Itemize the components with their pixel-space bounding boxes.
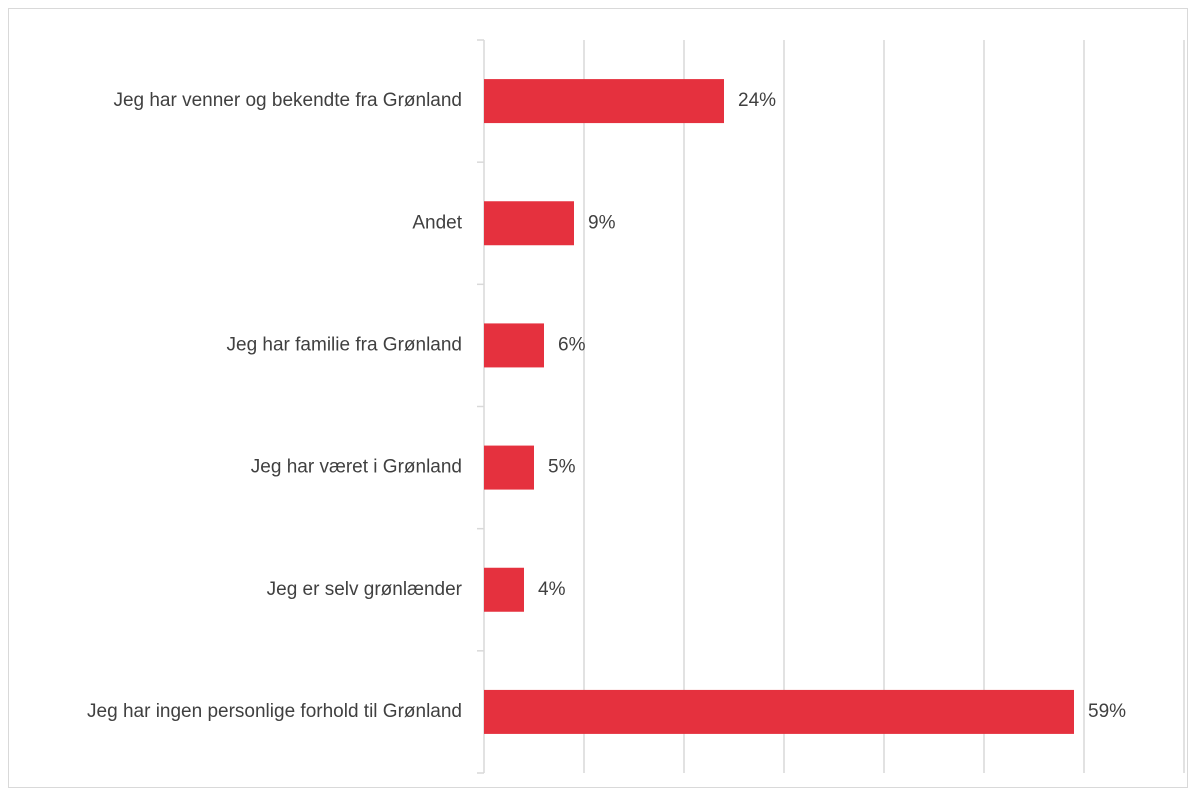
bar — [484, 567, 524, 612]
category-label: Jeg har familie fra Grønland — [227, 334, 463, 355]
bar — [484, 689, 1074, 734]
data-label: 24% — [738, 90, 776, 111]
data-label: 9% — [588, 212, 616, 233]
bar — [484, 323, 544, 368]
bar — [484, 445, 534, 490]
data-label: 59% — [1088, 701, 1126, 722]
labels: Jeg har venner og bekendte fra Grønland 2… — [87, 90, 1126, 722]
category-axis — [477, 39, 485, 774]
chart-frame — [8, 8, 1188, 788]
category-label: Jeg har ingen personlige forhold til Grø… — [87, 701, 462, 722]
data-label: 5% — [548, 457, 576, 478]
category-label: Jeg har venner og bekendte fra Grønland — [113, 90, 462, 111]
bars — [484, 79, 1074, 734]
bar — [484, 201, 574, 246]
data-label: 4% — [538, 579, 566, 600]
gridlines — [583, 40, 1185, 773]
category-label: Andet — [412, 212, 462, 233]
category-label: Jeg er selv grønlænder — [267, 579, 463, 600]
category-label: Jeg har været i Grønland — [251, 457, 462, 478]
bar — [484, 79, 724, 124]
data-label: 6% — [558, 334, 586, 355]
